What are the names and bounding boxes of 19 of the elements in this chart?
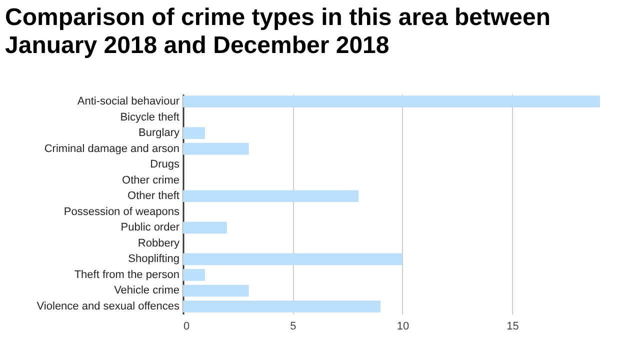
y-tick-label: Possession of weapons: [64, 206, 180, 218]
x-tick-label: 0: [184, 320, 190, 332]
chart-title: Comparison of crime types in this area between January 2018 and December 2018: [5, 4, 550, 59]
x-tick-label: 15: [506, 320, 519, 332]
y-tick-label: Theft from the person: [74, 268, 180, 281]
y-tick-label: Robbery: [138, 237, 180, 250]
y-tick-label: Other theft: [128, 190, 180, 202]
y-tick-label: Shoplifting: [128, 253, 180, 266]
y-tick-label: Public order: [120, 222, 180, 234]
y-tick-label: Burglary: [138, 127, 180, 140]
y-tick-label: Drugs: [150, 158, 180, 171]
y-tick-label: Criminal damage and arson: [44, 142, 180, 155]
x-tick-label: 10: [396, 320, 410, 332]
y-tick-label: Other crime: [122, 174, 180, 186]
x-tick-label: 5: [290, 320, 296, 332]
y-tick-label: Bicycle theft: [120, 111, 180, 124]
y-tick-label: Violence and sexual offences: [36, 300, 180, 313]
y-tick-label: Anti-social behaviour: [77, 95, 180, 108]
y-tick-label: Vehicle crime: [114, 284, 180, 297]
